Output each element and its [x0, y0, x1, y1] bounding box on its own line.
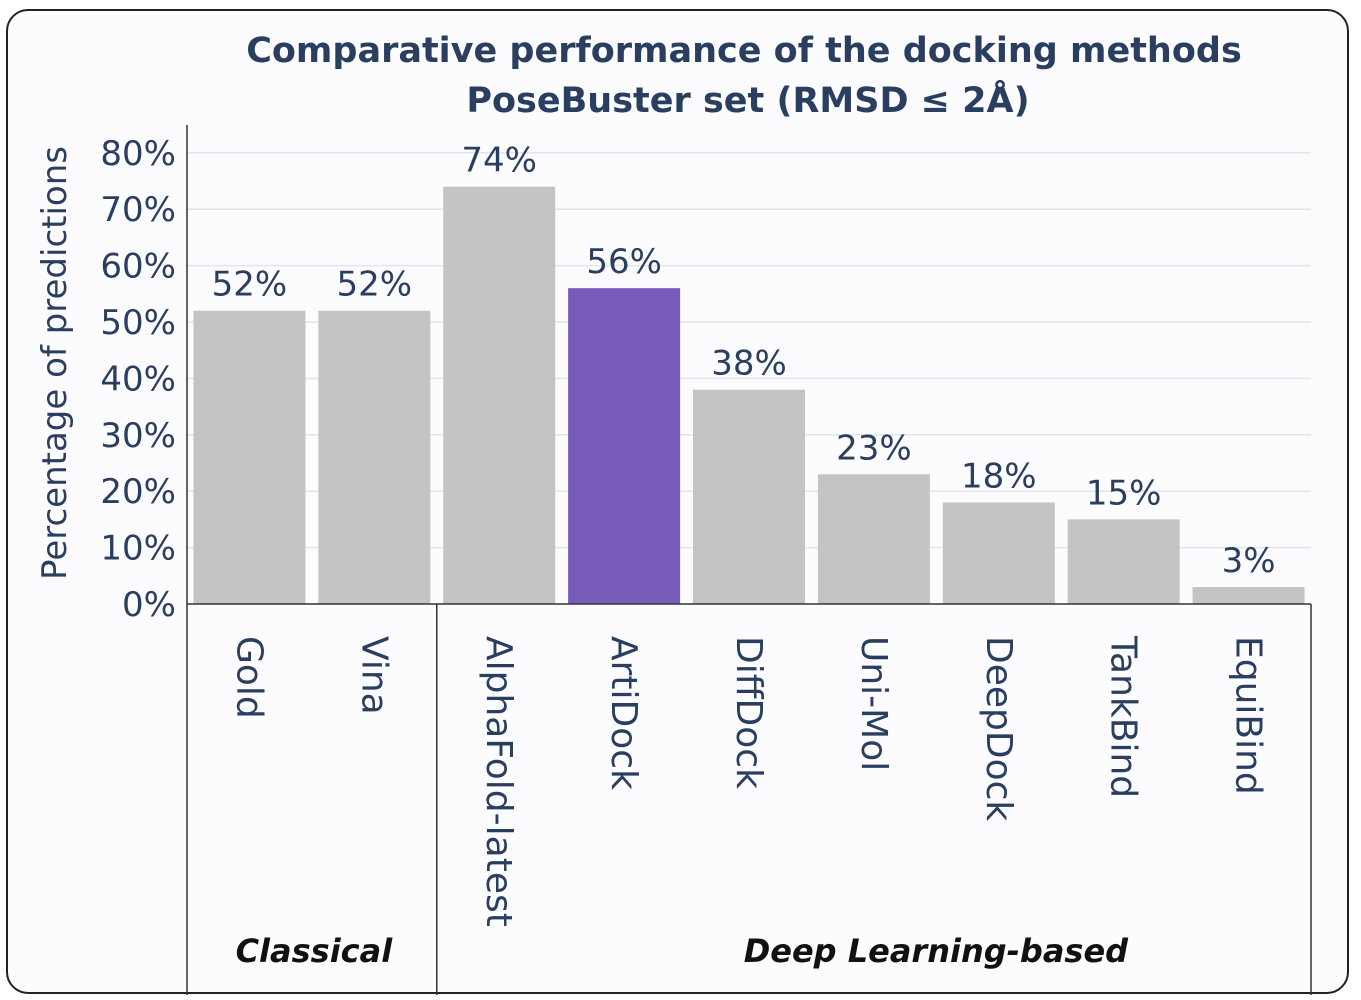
y-tick-label: 10% — [100, 529, 176, 569]
axes — [186, 125, 1312, 995]
y-tick-label: 70% — [100, 190, 176, 230]
bar — [1192, 587, 1305, 604]
y-tick-label: 40% — [100, 359, 176, 399]
x-tick-label: AlphaFold-latest — [478, 636, 519, 927]
bar — [693, 389, 805, 604]
data-label: 38% — [711, 344, 787, 384]
bars — [193, 186, 1305, 604]
y-tick-label: 60% — [100, 247, 176, 287]
bar — [817, 474, 930, 604]
data-label: 56% — [586, 242, 662, 282]
chart-title: Comparative performance of the docking m… — [246, 31, 1242, 71]
bar — [1067, 519, 1180, 604]
x-tick-label: DeepDock — [978, 636, 1019, 821]
y-tick-label: 30% — [100, 416, 176, 456]
bar — [193, 310, 306, 604]
group-label: Deep Learning-based — [744, 932, 1129, 970]
data-label: 52% — [212, 265, 288, 305]
data-label: 3% — [1222, 541, 1276, 581]
y-axis-label: Percentage of predictions — [35, 146, 75, 580]
data-label: 74% — [461, 141, 537, 181]
bar — [318, 310, 431, 604]
y-tick-label: 0% — [122, 585, 176, 625]
bar — [568, 288, 681, 604]
x-tick-label: Gold — [228, 636, 269, 719]
bar — [942, 502, 1055, 604]
x-tick-label: TankBind — [1103, 635, 1144, 798]
x-tick-label: Vina — [353, 636, 394, 715]
data-label: 52% — [337, 265, 413, 305]
group-label: Classical — [236, 932, 394, 970]
data-label: 23% — [836, 428, 912, 468]
y-tick-label: 80% — [100, 134, 176, 174]
y-tick-label: 50% — [100, 303, 176, 343]
x-tick-label: Uni-Mol — [853, 636, 894, 771]
y-tick-label: 20% — [100, 472, 176, 512]
chart-subtitle: PoseBuster set (RMSD ≤ 2Å) — [466, 79, 1029, 121]
labels: 0% 10% 20% 30% 40% 50% 60% 70% 80% 52% Gold 52% Vina… — [100, 134, 1275, 970]
x-tick-label: EquiBind — [1228, 636, 1269, 795]
x-tick-label: ArtiDock — [603, 636, 644, 790]
data-label: 15% — [1086, 473, 1162, 513]
bar — [443, 186, 556, 604]
x-tick-label: DiffDock — [728, 636, 769, 789]
data-label: 18% — [961, 456, 1037, 496]
